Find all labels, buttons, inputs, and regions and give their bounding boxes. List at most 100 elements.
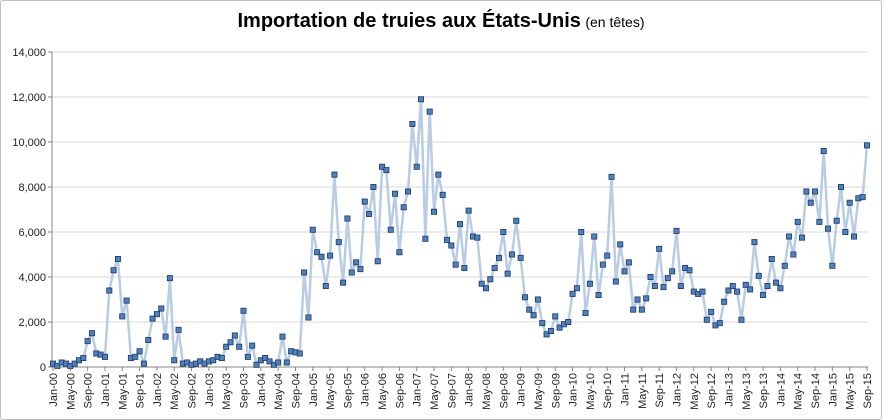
- data-point: [643, 295, 650, 302]
- data-point: [357, 266, 364, 273]
- data-point: [530, 312, 537, 319]
- x-tick-label: May-13: [741, 373, 753, 410]
- x-tick-label: Jan-01: [100, 373, 112, 407]
- data-point: [517, 254, 524, 261]
- data-point: [162, 333, 169, 340]
- data-point: [508, 251, 515, 258]
- data-point: [729, 282, 736, 289]
- x-tick-label: Sep-09: [550, 373, 562, 408]
- data-point: [426, 108, 433, 115]
- x-tick-label: Sep-05: [342, 373, 354, 408]
- x-tick-label: Jan-11: [620, 373, 632, 406]
- data-point: [227, 339, 234, 346]
- data-point: [582, 309, 589, 316]
- data-point: [495, 254, 502, 261]
- data-point: [413, 163, 420, 170]
- data-point: [721, 298, 728, 305]
- data-point: [344, 215, 351, 222]
- data-point: [431, 208, 438, 215]
- data-point: [149, 315, 156, 322]
- data-point: [301, 269, 308, 276]
- y-tick-label: 12,000: [12, 92, 46, 104]
- data-point: [621, 268, 628, 275]
- axes: [48, 51, 868, 371]
- data-point: [738, 316, 745, 323]
- data-point: [829, 262, 836, 269]
- data-point: [283, 359, 290, 366]
- x-tick-label: Jan-05: [308, 373, 320, 407]
- data-point: [647, 273, 654, 280]
- data-point: [513, 217, 520, 224]
- data-point: [318, 253, 325, 260]
- data-point: [781, 262, 788, 269]
- chart-title-text: Importation de truies aux États-Unis: [237, 10, 581, 32]
- data-point: [153, 311, 160, 318]
- data-point: [448, 242, 455, 249]
- data-point: [452, 261, 459, 268]
- data-point: [331, 171, 338, 178]
- x-tick-label: Jan-09: [516, 373, 528, 407]
- x-tick-label: Sep-08: [498, 373, 510, 408]
- data-point: [487, 276, 494, 283]
- data-point: [435, 171, 442, 178]
- data-point: [409, 121, 416, 128]
- x-tick-label: Jan-15: [827, 373, 839, 407]
- data-point: [617, 241, 624, 248]
- x-tick-label: Sep-01: [135, 373, 147, 408]
- data-point: [171, 357, 178, 364]
- data-point: [660, 284, 667, 291]
- data-point: [370, 183, 377, 190]
- data-point: [547, 327, 554, 334]
- x-tick-label: Sep-12: [706, 373, 718, 408]
- data-point: [556, 324, 563, 331]
- data-point: [236, 343, 243, 350]
- data-point: [392, 190, 399, 197]
- data-point: [101, 353, 108, 360]
- x-tick-label: Sep-11: [654, 373, 666, 408]
- data-point: [677, 282, 684, 289]
- data-point: [71, 360, 78, 367]
- y-tick-labels: 0 2,000 4,000 6,000 8,000 10,000 12,000 14,000: [12, 47, 46, 374]
- data-point: [266, 358, 273, 365]
- data-point: [422, 235, 429, 242]
- data-point: [812, 188, 819, 195]
- data-point: [84, 338, 91, 345]
- data-point: [491, 264, 498, 271]
- data-point: [656, 245, 663, 252]
- data-point: [456, 221, 463, 228]
- data-point: [478, 280, 485, 287]
- data-point: [816, 218, 823, 225]
- data-point: [474, 234, 481, 241]
- data-point: [760, 291, 767, 298]
- data-point: [534, 296, 541, 303]
- data-point: [119, 313, 126, 320]
- data-point: [244, 353, 251, 360]
- data-point: [634, 296, 641, 303]
- data-point: [335, 239, 342, 246]
- data-point: [864, 142, 871, 149]
- data-point: [820, 147, 827, 154]
- data-point: [599, 261, 606, 268]
- y-tick-label: 14,000: [12, 47, 46, 59]
- data-point: [465, 207, 472, 214]
- data-point: [604, 252, 611, 259]
- data-point: [803, 188, 810, 195]
- data-point: [851, 233, 858, 240]
- data-point: [80, 354, 87, 361]
- data-point: [573, 285, 580, 292]
- data-point: [461, 264, 468, 271]
- data-point: [838, 183, 845, 190]
- data-point: [439, 191, 446, 198]
- data-point: [703, 316, 710, 323]
- data-point: [418, 96, 425, 103]
- x-tick-label: Sep-13: [758, 373, 770, 408]
- data-point: [565, 318, 572, 325]
- data-point: [591, 233, 598, 240]
- data-point: [742, 281, 749, 288]
- data-point: [132, 353, 139, 360]
- data-point: [262, 354, 269, 361]
- data-point: [569, 290, 576, 297]
- x-tick-label: Jan-03: [204, 373, 216, 407]
- data-point: [110, 267, 117, 274]
- data-point: [353, 259, 360, 266]
